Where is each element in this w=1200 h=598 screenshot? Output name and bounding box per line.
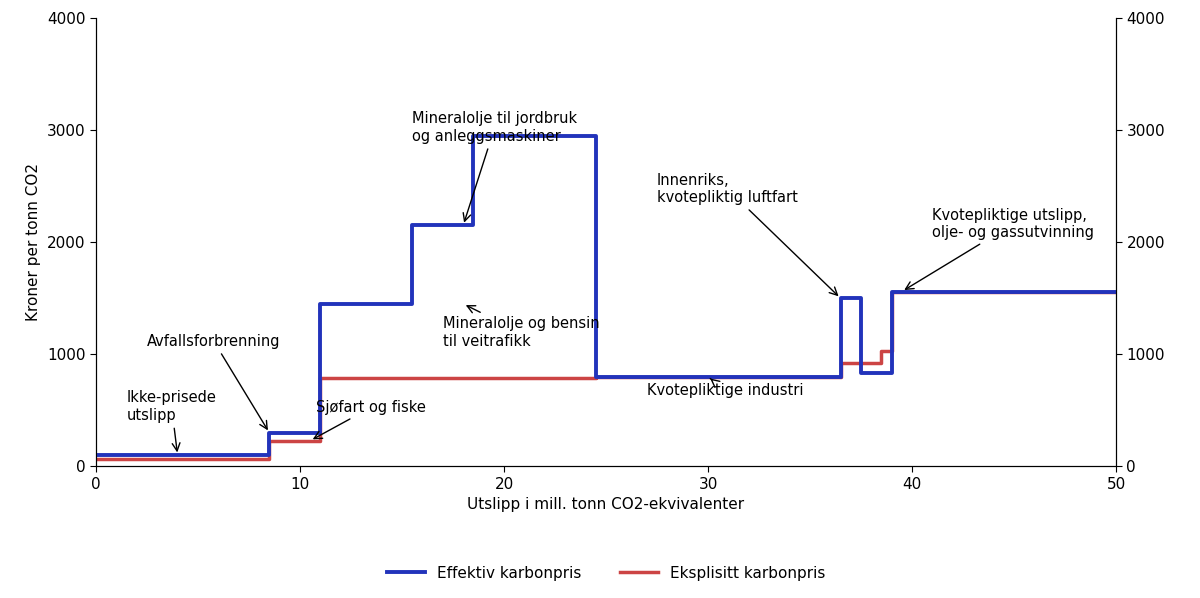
Text: Kvotepliktige industri: Kvotepliktige industri (647, 379, 803, 398)
Text: Kvotepliktige utslipp,
olje- og gassutvinning: Kvotepliktige utslipp, olje- og gassutvi… (906, 208, 1094, 289)
Text: Avfallsforbrenning: Avfallsforbrenning (148, 334, 281, 429)
Y-axis label: Kroner per tonn CO2: Kroner per tonn CO2 (26, 163, 42, 321)
Text: Ikke-prisede
utslipp: Ikke-prisede utslipp (127, 390, 216, 451)
X-axis label: Utslipp i mill. tonn CO2-ekvivalenter: Utslipp i mill. tonn CO2-ekvivalenter (468, 498, 744, 512)
Text: Innenriks,
kvotepliktig luftfart: Innenriks, kvotepliktig luftfart (658, 173, 838, 295)
Legend: Effektiv karbonpris, Eksplisitt karbonpris: Effektiv karbonpris, Eksplisitt karbonpr… (380, 559, 832, 587)
Text: Mineralolje og bensin
til veitrafikk: Mineralolje og bensin til veitrafikk (443, 306, 600, 349)
Text: Mineralolje til jordbruk
og anleggsmaskiner: Mineralolje til jordbruk og anleggsmaski… (413, 111, 577, 221)
Text: Sjøfart og fiske: Sjøfart og fiske (314, 400, 426, 438)
